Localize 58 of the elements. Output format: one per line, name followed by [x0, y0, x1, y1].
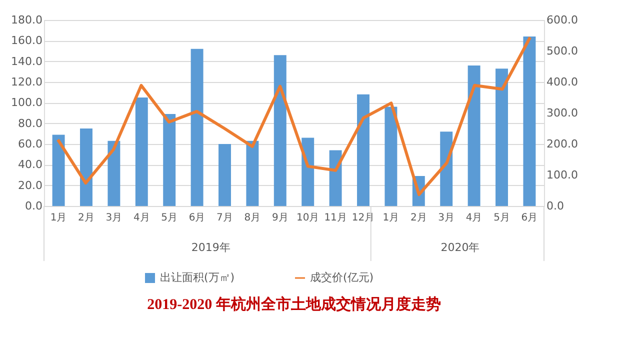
- bar: [190, 48, 204, 206]
- y-tick-label: 160.0: [11, 34, 42, 48]
- y2-tick-label: 600.0: [546, 14, 578, 26]
- bar: [302, 138, 314, 206]
- y-tick-label: 80.0: [18, 116, 42, 130]
- legend-label: 出让面积(万㎡): [160, 271, 235, 284]
- bar: [496, 68, 508, 206]
- x-tick-label: 1月: [50, 212, 67, 224]
- x-tick-label: 3月: [438, 212, 455, 224]
- y-tick-label: 0.0: [25, 200, 42, 212]
- x-tick-label: 6月: [188, 212, 206, 224]
- bar: [163, 114, 176, 206]
- x-tick-label: 11月: [324, 212, 347, 224]
- y2-tick-label: 100.0: [546, 168, 578, 182]
- y-tick-label: 140.0: [11, 54, 42, 68]
- y-tick-label: 60.0: [18, 138, 42, 150]
- bar: [52, 134, 65, 206]
- x-tick-label: 12月: [352, 212, 375, 224]
- x-tick-label: 5月: [161, 212, 178, 224]
- x-tick-label: 6月: [521, 212, 538, 224]
- line-series: [56, 36, 532, 196]
- bar: [135, 98, 148, 206]
- y-tick-label: 120.0: [11, 76, 42, 88]
- x-tick-label: 10月: [296, 212, 320, 224]
- y-tick-label: 100.0: [11, 96, 42, 110]
- x-tick-label: 4月: [466, 212, 482, 224]
- x-tick-label: 9月: [272, 212, 288, 224]
- y2-tick-label: 300.0: [546, 106, 578, 120]
- x-tick-label: 8月: [244, 212, 261, 224]
- x-tick-label: 1月: [382, 212, 400, 224]
- bar: [80, 128, 92, 206]
- y2-tick-label: 400.0: [546, 76, 578, 88]
- text: 2019年: [191, 241, 230, 254]
- bar: [357, 94, 370, 206]
- bar: [468, 65, 480, 206]
- x-tick-label: 5月: [494, 212, 510, 224]
- bar: [246, 140, 259, 206]
- bar: [108, 140, 120, 206]
- x-tick-label: 2月: [410, 212, 427, 224]
- x-tick-label: 3月: [106, 212, 122, 224]
- bar: [523, 36, 536, 206]
- y-tick-label: 180.0: [11, 14, 42, 26]
- y2-tick-label: 0.0: [546, 200, 564, 212]
- bar: [440, 132, 453, 206]
- y-tick-label: 40.0: [18, 158, 42, 172]
- bar: [274, 55, 286, 206]
- x-tick-label: 4月: [133, 212, 150, 224]
- bar: [218, 144, 231, 206]
- text: 2019-2020 年杭州全市土地成交情况月度走势: [147, 295, 441, 313]
- y2-tick-label: 500.0: [546, 44, 578, 58]
- text: 2020年: [440, 241, 480, 254]
- bar: [384, 106, 398, 206]
- y2-tick-label: 200.0: [546, 138, 578, 150]
- legend-label: 成交价(亿元): [310, 271, 374, 284]
- x-tick-label: 7月: [216, 212, 233, 224]
- bar: [329, 150, 342, 206]
- y-tick-label: 20.0: [18, 178, 42, 192]
- x-tick-label: 2月: [78, 212, 94, 224]
